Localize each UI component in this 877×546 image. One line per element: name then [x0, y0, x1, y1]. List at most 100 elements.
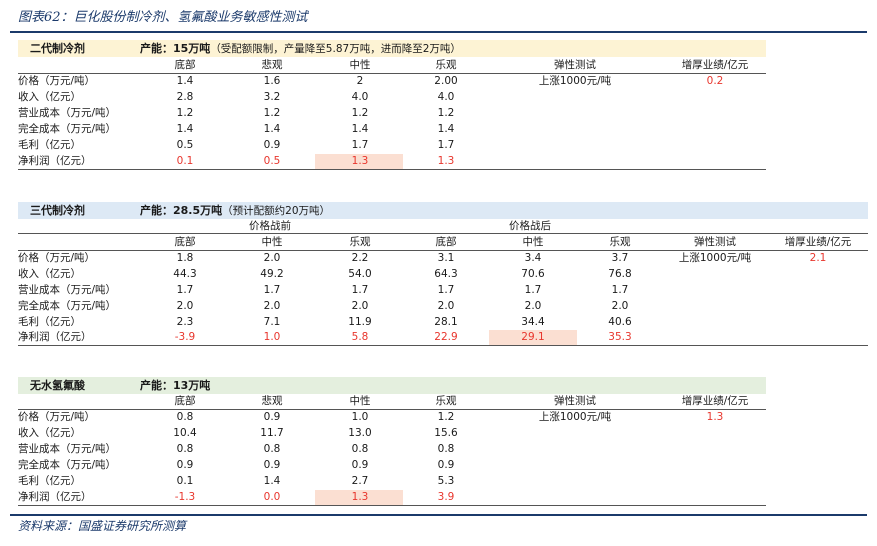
s3-row-label: 毛利（亿元） — [18, 475, 81, 487]
s3-test-value: 上涨1000元/吨 — [538, 411, 612, 423]
s2-cell: 2.0 — [263, 300, 281, 312]
figure-title: 图表62：巨化股份制冷剂、氢氟酸业务敏感性测试 — [18, 10, 308, 25]
s3-cell: 0.9 — [176, 459, 194, 471]
s2-head: 中性 — [522, 236, 544, 248]
s3-cell: 0.8 — [263, 443, 281, 455]
s3-cell: 13.0 — [348, 427, 372, 439]
s1-cell: 1.4 — [176, 123, 194, 135]
s1-header-rule — [18, 73, 766, 74]
s1-cell: 1.4 — [351, 123, 369, 135]
s1-cell: 1.7 — [351, 139, 369, 151]
s2-cell: 1.7 — [176, 284, 194, 296]
s1-cell: 3.2 — [263, 91, 281, 103]
s1-bottom-rule — [18, 169, 766, 170]
s2-title: 三代制冷剂 — [30, 204, 85, 217]
s1-row-label: 营业成本（万元/吨） — [18, 107, 117, 119]
s2-row-label: 完全成本（万元/吨） — [18, 300, 117, 312]
s2-cell: 40.6 — [608, 316, 632, 328]
s1-cell: 4.0 — [437, 91, 455, 103]
s1-cell: 1.4 — [437, 123, 455, 135]
s1-head-optimistic: 乐观 — [435, 59, 457, 71]
s1-cell: 0.5 — [176, 139, 194, 151]
s1-row-label: 毛利（亿元） — [18, 139, 81, 151]
s2-row-label: 毛利（亿元） — [18, 316, 81, 328]
s2-bottom-rule — [18, 345, 868, 346]
s2-cell: 1.7 — [611, 284, 629, 296]
s3-cell: 2.7 — [351, 475, 369, 487]
s1-capacity: 产能：15万吨（受配额限制，产量降至5.87万吨，进而降至2万吨） — [140, 40, 461, 58]
s3-cell: 0.9 — [437, 459, 455, 471]
s1-title: 二代制冷剂 — [30, 42, 85, 55]
s2-cell: -3.9 — [174, 331, 196, 343]
s1-header-band: 二代制冷剂 产能：15万吨（受配额限制，产量降至5.87万吨，进而降至2万吨） — [18, 40, 766, 57]
s3-head-bottom: 底部 — [174, 395, 196, 407]
s1-cell: 1.4 — [176, 75, 194, 87]
s2-gain-value: 2.1 — [809, 252, 827, 264]
source-note: 资料来源：国盛证券研究所测算 — [18, 519, 187, 533]
s3-capacity: 产能：13万吨 — [140, 379, 211, 392]
s2-cell: 22.9 — [434, 331, 458, 343]
s2-test-value: 上涨1000元/吨 — [678, 252, 752, 264]
s1-cell: 1.3 — [351, 155, 369, 167]
s2-header-rule — [18, 250, 868, 251]
s3-gain-value: 1.3 — [706, 411, 724, 423]
s3-highlight-cell — [315, 490, 403, 505]
s2-group-after: 价格战后 — [509, 220, 551, 232]
s2-highlight-cell — [489, 330, 577, 345]
s2-cell: 70.6 — [521, 268, 545, 280]
s3-cell: 1.4 — [263, 475, 281, 487]
s2-cell: 2.0 — [351, 300, 369, 312]
s1-capacity-value: 产能：15万吨 — [140, 42, 211, 55]
s2-cell: 54.0 — [348, 268, 372, 280]
s1-cell: 4.0 — [351, 91, 369, 103]
s2-head-gain: 增厚业绩/亿元 — [784, 236, 852, 248]
s3-header-band: 无水氢氟酸 产能：13万吨 — [18, 377, 766, 394]
s3-cell: 15.6 — [434, 427, 458, 439]
s3-bottom-rule — [18, 505, 766, 506]
s2-row-label: 价格（万元/吨） — [18, 252, 96, 264]
s3-row-label: 净利润（亿元） — [18, 491, 92, 503]
s2-capacity-note: （预计配额约20万吨） — [222, 205, 331, 217]
s1-cell: 0.5 — [263, 155, 281, 167]
s1-head-pessimistic: 悲观 — [261, 59, 283, 71]
s2-cell: 2.2 — [351, 252, 369, 264]
s2-cell: 1.0 — [263, 331, 281, 343]
s3-cell: 0.0 — [263, 491, 281, 503]
s2-cell: 28.1 — [434, 316, 458, 328]
bottom-rule — [10, 514, 867, 516]
s1-highlight-cell — [315, 154, 403, 169]
s2-cell: 2.3 — [176, 316, 194, 328]
s1-row-label: 完全成本（万元/吨） — [18, 123, 117, 135]
s2-row-label: 净利润（亿元） — [18, 331, 92, 343]
s3-row-label: 价格（万元/吨） — [18, 411, 96, 423]
s2-cell: 35.3 — [608, 331, 632, 343]
s2-head: 乐观 — [349, 236, 371, 248]
s3-cell: 0.8 — [176, 411, 194, 423]
s3-header-rule — [18, 409, 766, 410]
s2-cell: 11.9 — [348, 316, 372, 328]
s2-cell: 1.7 — [351, 284, 369, 296]
s3-cell: 11.7 — [260, 427, 284, 439]
s3-head-gain: 增厚业绩/亿元 — [681, 395, 749, 407]
s3-cell: 0.1 — [176, 475, 194, 487]
s2-head: 底部 — [435, 236, 457, 248]
s2-head: 乐观 — [609, 236, 631, 248]
s2-cell: 1.7 — [524, 284, 542, 296]
s3-cell: -1.3 — [174, 491, 196, 503]
s1-cell: 2 — [356, 75, 364, 87]
s2-group-rule — [18, 233, 868, 234]
s1-row-label: 价格（万元/吨） — [18, 75, 96, 87]
s1-head-neutral: 中性 — [349, 59, 371, 71]
s2-cell: 3.4 — [524, 252, 542, 264]
s3-head-neutral: 中性 — [349, 395, 371, 407]
s2-head: 中性 — [261, 236, 283, 248]
s1-cell: 1.2 — [176, 107, 194, 119]
s2-cell: 64.3 — [434, 268, 458, 280]
s1-head-test: 弹性测试 — [554, 59, 596, 71]
s2-cell: 2.0 — [611, 300, 629, 312]
s2-cell: 3.1 — [437, 252, 455, 264]
s3-title: 无水氢氟酸 — [30, 379, 85, 392]
s3-cell: 10.4 — [173, 427, 197, 439]
s1-gain-value: 0.2 — [706, 75, 724, 87]
s2-cell: 2.0 — [176, 300, 194, 312]
